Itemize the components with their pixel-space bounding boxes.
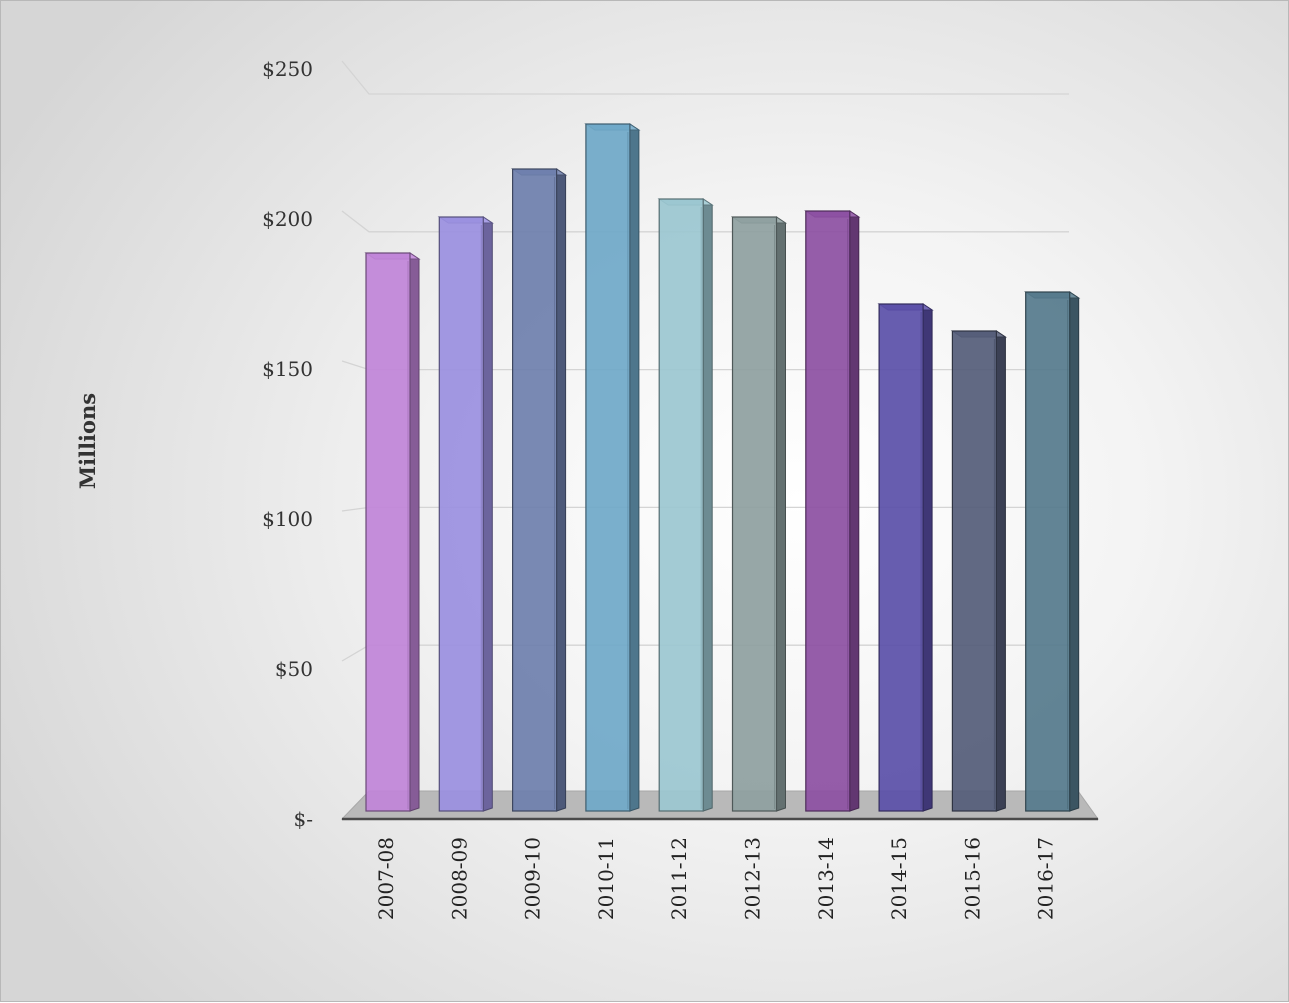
bar: [657, 198, 714, 812]
bar: [510, 168, 568, 812]
bar: [877, 303, 934, 812]
bar: [364, 252, 421, 812]
bar-front: [1025, 291, 1071, 812]
y-tick-label: $200: [262, 207, 313, 231]
bar-front: [512, 168, 558, 812]
bars: [364, 123, 1081, 812]
bar: [1024, 291, 1081, 812]
x-tick-label: 2016-17: [1034, 837, 1058, 920]
x-tick-label: 2009-10: [521, 837, 545, 920]
bar-side: [849, 210, 860, 812]
bar: [950, 330, 1008, 812]
bar-front: [805, 210, 851, 812]
bar-side: [1069, 291, 1080, 812]
gridline: [341, 60, 1069, 95]
bar-side: [702, 198, 713, 812]
bar: [730, 216, 788, 812]
bar-front: [365, 252, 411, 812]
y-tick-label: $-: [294, 807, 313, 831]
x-tick-label: 2013-14: [814, 837, 838, 920]
y-tick-label: $150: [262, 357, 313, 381]
bar-front: [438, 216, 484, 812]
bar: [437, 216, 494, 812]
x-tick-label: 2014-15: [887, 837, 911, 920]
x-tick-label: 2008-09: [447, 837, 471, 920]
bar-front: [658, 198, 704, 812]
y-axis-title: Millions: [75, 393, 100, 489]
x-tick-label: 2011-12: [667, 837, 691, 920]
bar-front: [731, 216, 778, 812]
x-tick-label: 2015-16: [960, 837, 984, 920]
bar-side: [629, 123, 640, 812]
bar-front: [585, 123, 631, 812]
x-tick-label: 2010-11: [594, 837, 618, 920]
bar-side: [409, 252, 420, 812]
y-tick-label: $50: [275, 657, 313, 681]
bar-side: [776, 216, 786, 812]
bar: [584, 123, 641, 812]
y-tick-label: $250: [262, 57, 313, 81]
bar-side: [556, 168, 567, 812]
bar-front: [878, 303, 924, 812]
bar: [804, 210, 861, 812]
x-tick-label: 2007-08: [374, 837, 398, 920]
bar-side: [482, 216, 493, 812]
bar-side: [922, 303, 933, 812]
bar-side: [995, 330, 1006, 812]
bar-front: [951, 330, 998, 812]
x-tick-label: 2012-13: [741, 837, 765, 920]
y-tick-label: $100: [262, 507, 313, 531]
y-tick-labels: $- $50 $100 $150 $200 $250: [262, 57, 313, 831]
x-tick-labels: 2007-08 2008-09 2009-10 2010-11 2011-12 2012-…: [374, 837, 1058, 920]
